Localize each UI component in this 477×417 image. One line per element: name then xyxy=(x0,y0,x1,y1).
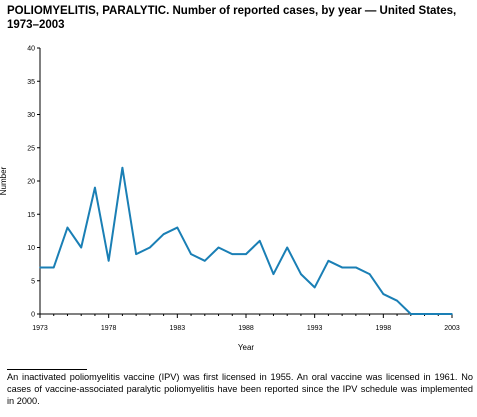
x-tick-label: 1973 xyxy=(32,325,48,332)
data-point xyxy=(382,293,385,295)
y-tick-label: 40 xyxy=(27,46,35,53)
data-point xyxy=(135,253,137,255)
data-point xyxy=(190,253,192,255)
data-point xyxy=(368,273,371,275)
footnote-divider xyxy=(7,369,87,370)
x-tick-label: 1978 xyxy=(101,325,117,332)
data-point xyxy=(162,233,165,235)
y-axis-ticks: 0 5 10 15 20 25 30 35 40 xyxy=(27,46,40,319)
data-point xyxy=(107,260,110,262)
y-tick-label: 35 xyxy=(27,79,35,86)
data-point xyxy=(231,253,234,255)
data-point xyxy=(286,246,289,249)
data-point xyxy=(272,273,275,275)
data-point xyxy=(52,266,55,269)
y-tick-label: 15 xyxy=(27,212,35,219)
data-point xyxy=(121,166,124,169)
x-tick-label: 1993 xyxy=(307,325,323,332)
x-tick-label: 2003 xyxy=(444,325,460,332)
x-tick-label: 1988 xyxy=(238,325,254,332)
data-point xyxy=(39,266,41,269)
x-axis-label: Year xyxy=(238,343,255,352)
y-tick-label: 0 xyxy=(31,312,35,319)
y-tick-label: 10 xyxy=(27,245,35,252)
y-tick-label: 25 xyxy=(27,145,35,152)
y-axis-label: Number xyxy=(0,166,8,195)
data-point xyxy=(176,226,179,229)
chart-title: POLIOMYELITIS, PARALYTIC. Number of repo… xyxy=(7,5,457,31)
footnote: An inactivated poliomyelitis vaccine (IP… xyxy=(7,372,473,406)
data-point xyxy=(410,313,412,315)
series-line xyxy=(40,166,452,315)
data-point xyxy=(327,260,330,262)
data-point xyxy=(300,273,302,275)
y-tick-label: 20 xyxy=(27,179,35,186)
data-point xyxy=(66,226,69,229)
data-point xyxy=(423,313,426,315)
data-point xyxy=(94,186,96,189)
data-point xyxy=(396,299,398,302)
data-point xyxy=(217,246,220,249)
data-point xyxy=(355,266,357,269)
data-point xyxy=(245,253,247,255)
data-point xyxy=(341,266,343,269)
data-point xyxy=(204,260,206,262)
data-point xyxy=(437,313,440,315)
data-points xyxy=(39,166,453,315)
y-tick-label: 5 xyxy=(31,278,35,285)
line-chart: 0 5 10 15 20 25 30 35 40 1973 1978 1983 1988 1993 199… xyxy=(0,46,460,353)
data-point xyxy=(258,240,261,242)
data-point xyxy=(149,246,151,249)
data-point xyxy=(80,246,82,249)
data-point xyxy=(451,313,453,315)
data-point xyxy=(313,286,316,289)
x-tick-label: 1998 xyxy=(376,325,392,332)
x-axis-ticks: 1973 1978 1983 1988 1993 1998 2003 xyxy=(32,314,460,332)
x-tick-label: 1983 xyxy=(170,325,186,332)
y-tick-label: 30 xyxy=(27,112,35,119)
